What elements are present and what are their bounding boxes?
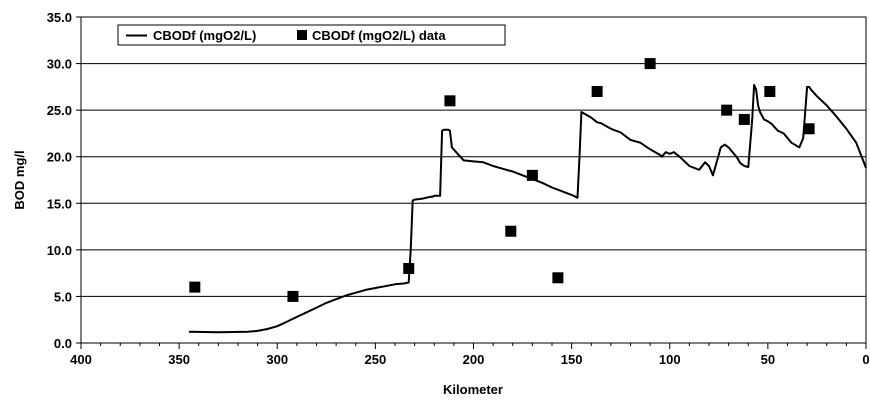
data-point (591, 86, 603, 98)
legend: CBODf (mgO2/L) CBODf (mgO2/L) data (117, 24, 506, 46)
data-point (189, 281, 201, 293)
x-axis-title: Kilometer (443, 382, 503, 397)
y-tick-label: 5.0 (54, 289, 72, 304)
plot-frame (80, 16, 867, 344)
data-point (526, 169, 538, 181)
data-point (505, 225, 517, 237)
x-tick-label: 250 (365, 352, 387, 367)
data-point (552, 272, 564, 284)
y-tick-label: 15.0 (47, 196, 72, 211)
x-tick-label: 100 (659, 352, 681, 367)
y-axis-title: BOD mg/l (12, 150, 27, 209)
data-point (803, 123, 815, 135)
data-point (764, 86, 776, 98)
data-point (738, 113, 750, 125)
data-point (721, 104, 733, 116)
data-point (287, 290, 299, 302)
y-tick-label: 30.0 (47, 57, 72, 72)
x-tick-label: 350 (168, 352, 190, 367)
x-tick-label: 50 (761, 352, 775, 367)
x-tick-label: 150 (561, 352, 583, 367)
legend-label-model: CBODf (mgO2/L) (153, 28, 256, 43)
x-tick-label: 400 (70, 352, 92, 367)
grid-lines (81, 63, 866, 297)
data-point (444, 95, 456, 107)
y-tick-label: 10.0 (47, 243, 72, 258)
data-point (403, 262, 415, 274)
data-point (644, 58, 656, 70)
x-tick-label: 300 (266, 352, 288, 367)
y-tick-label: 0.0 (54, 336, 72, 351)
axes: 0.0 5.0 10.0 15.0 20.0 25.0 30.0 35.0 400 350 300 2… (47, 10, 870, 367)
y-tick-label: 25.0 (47, 103, 72, 118)
y-tick-label: 20.0 (47, 150, 72, 165)
series-layer (188, 58, 867, 334)
y-tick-label: 35.0 (47, 10, 72, 25)
legend-label-data: CBODf (mgO2/L) data (312, 28, 446, 43)
x-tick-label: 200 (463, 352, 485, 367)
series-line-cbodf (188, 84, 867, 334)
legend-box (117, 24, 506, 46)
legend-square-swatch (297, 30, 307, 40)
x-tick-label: 0 (862, 352, 869, 367)
